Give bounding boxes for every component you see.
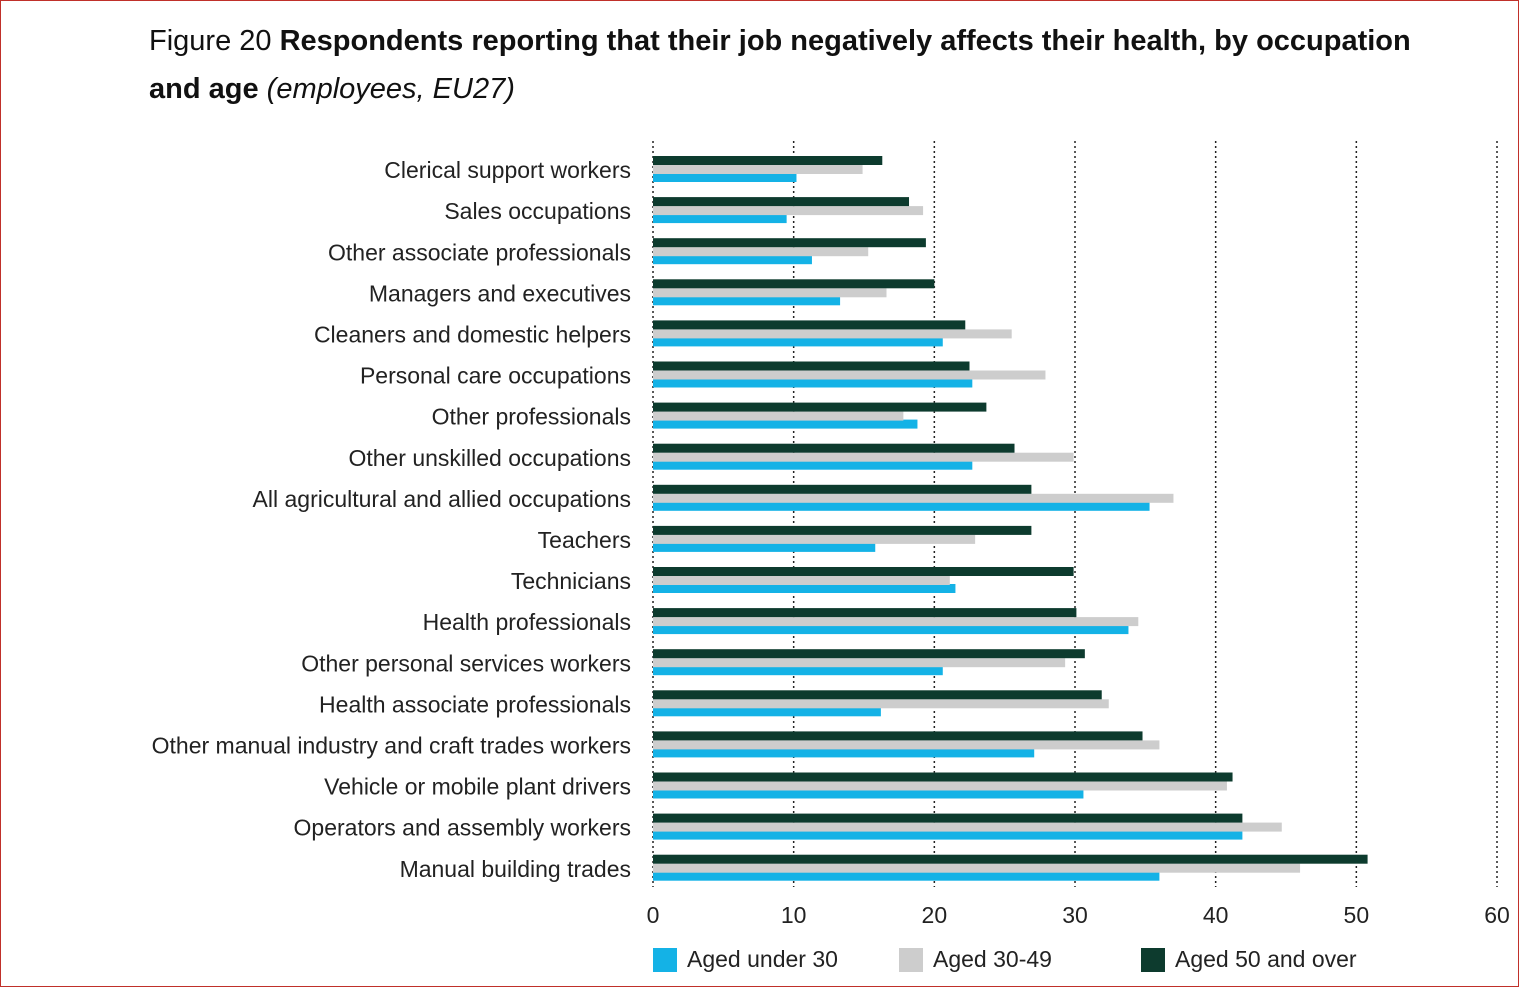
bar [653,707,881,717]
bar [653,419,918,429]
bar [653,608,1077,618]
bar [653,320,966,330]
bar [653,576,950,585]
bar [653,206,924,216]
bar [653,617,1139,627]
bar [653,173,797,182]
y-tick-label: Sales occupations [444,198,631,224]
bar [653,214,787,224]
y-tick-label: Managers and executives [369,280,631,306]
bar [653,337,943,347]
legend-swatch [1141,948,1165,972]
bar [653,649,1085,659]
bar [653,854,1368,864]
bar [653,871,1160,881]
y-tick-label: Clerical support workers [384,157,631,183]
y-tick-label: Other professionals [432,404,631,430]
y-tick-label: Other manual industry and craft trades w… [152,732,631,758]
bar [653,247,869,257]
x-tick-label: 20 [922,902,948,928]
bar [653,484,1032,494]
y-tick-label: Other personal services workers [301,650,631,676]
bar [653,156,883,165]
bar [653,279,935,289]
bar [653,690,1102,700]
chart-title: Figure 20 Respondents reporting that the… [149,17,1419,113]
bar [653,789,1084,799]
y-tick-label: Personal care occupations [360,363,631,389]
bar [653,361,970,371]
bar [653,329,1012,339]
title-main: Respondents reporting that their job neg… [149,25,1411,105]
legend-label: Aged under 30 [687,946,838,972]
bar [653,525,1032,535]
bar [653,772,1233,782]
x-tick-label: 60 [1484,902,1510,928]
y-tick-label: All agricultural and allied occupations [253,486,631,512]
bar [653,658,1066,668]
legend-swatch [899,948,923,972]
bar [653,370,1046,380]
bar [653,296,841,306]
bar [653,666,943,676]
bar [653,402,987,412]
x-tick-label: 10 [781,902,807,928]
y-tick-label: Other associate professionals [328,239,631,265]
bar [653,452,1074,462]
bar [653,830,1243,840]
bar [653,699,1109,709]
bar [653,501,1150,511]
bar [653,197,910,207]
y-tick-label: Health professionals [423,609,631,635]
bar [653,443,1015,453]
bar [653,165,863,174]
subtitle: (employees, EU27) [266,73,515,105]
bar [653,493,1174,503]
bar [653,542,876,552]
y-tick-label: Vehicle or mobile plant drivers [324,774,631,800]
legend-label: Aged 50 and over [1175,946,1357,972]
x-tick-label: 30 [1062,902,1088,928]
bar [653,584,956,593]
legend-swatch [653,948,677,972]
bar [653,748,1035,758]
bar [653,625,1129,635]
bar [653,731,1143,741]
title-prefix: Figure 20 [149,25,272,57]
y-tick-label: Technicians [511,568,631,594]
bar [653,863,1301,873]
bar [653,255,812,265]
legend-label: Aged 30-49 [933,946,1052,972]
bar [653,534,976,544]
x-tick-label: 0 [647,902,660,928]
bar [653,567,1074,576]
y-tick-label: Operators and assembly workers [294,815,631,841]
bar [653,813,1243,823]
bar [653,411,904,421]
bar [653,740,1160,750]
bar [653,238,926,248]
y-tick-label: Manual building trades [400,856,631,882]
x-tick-label: 40 [1203,902,1229,928]
bar [653,781,1227,791]
y-tick-label: Teachers [538,527,631,553]
y-tick-label: Other unskilled occupations [348,445,631,471]
bar [653,822,1282,832]
x-tick-label: 50 [1344,902,1370,928]
bar [653,460,973,470]
bar [653,378,973,388]
y-tick-label: Health associate professionals [319,691,631,717]
y-tick-label: Cleaners and domestic helpers [314,321,631,347]
bar [653,288,887,298]
